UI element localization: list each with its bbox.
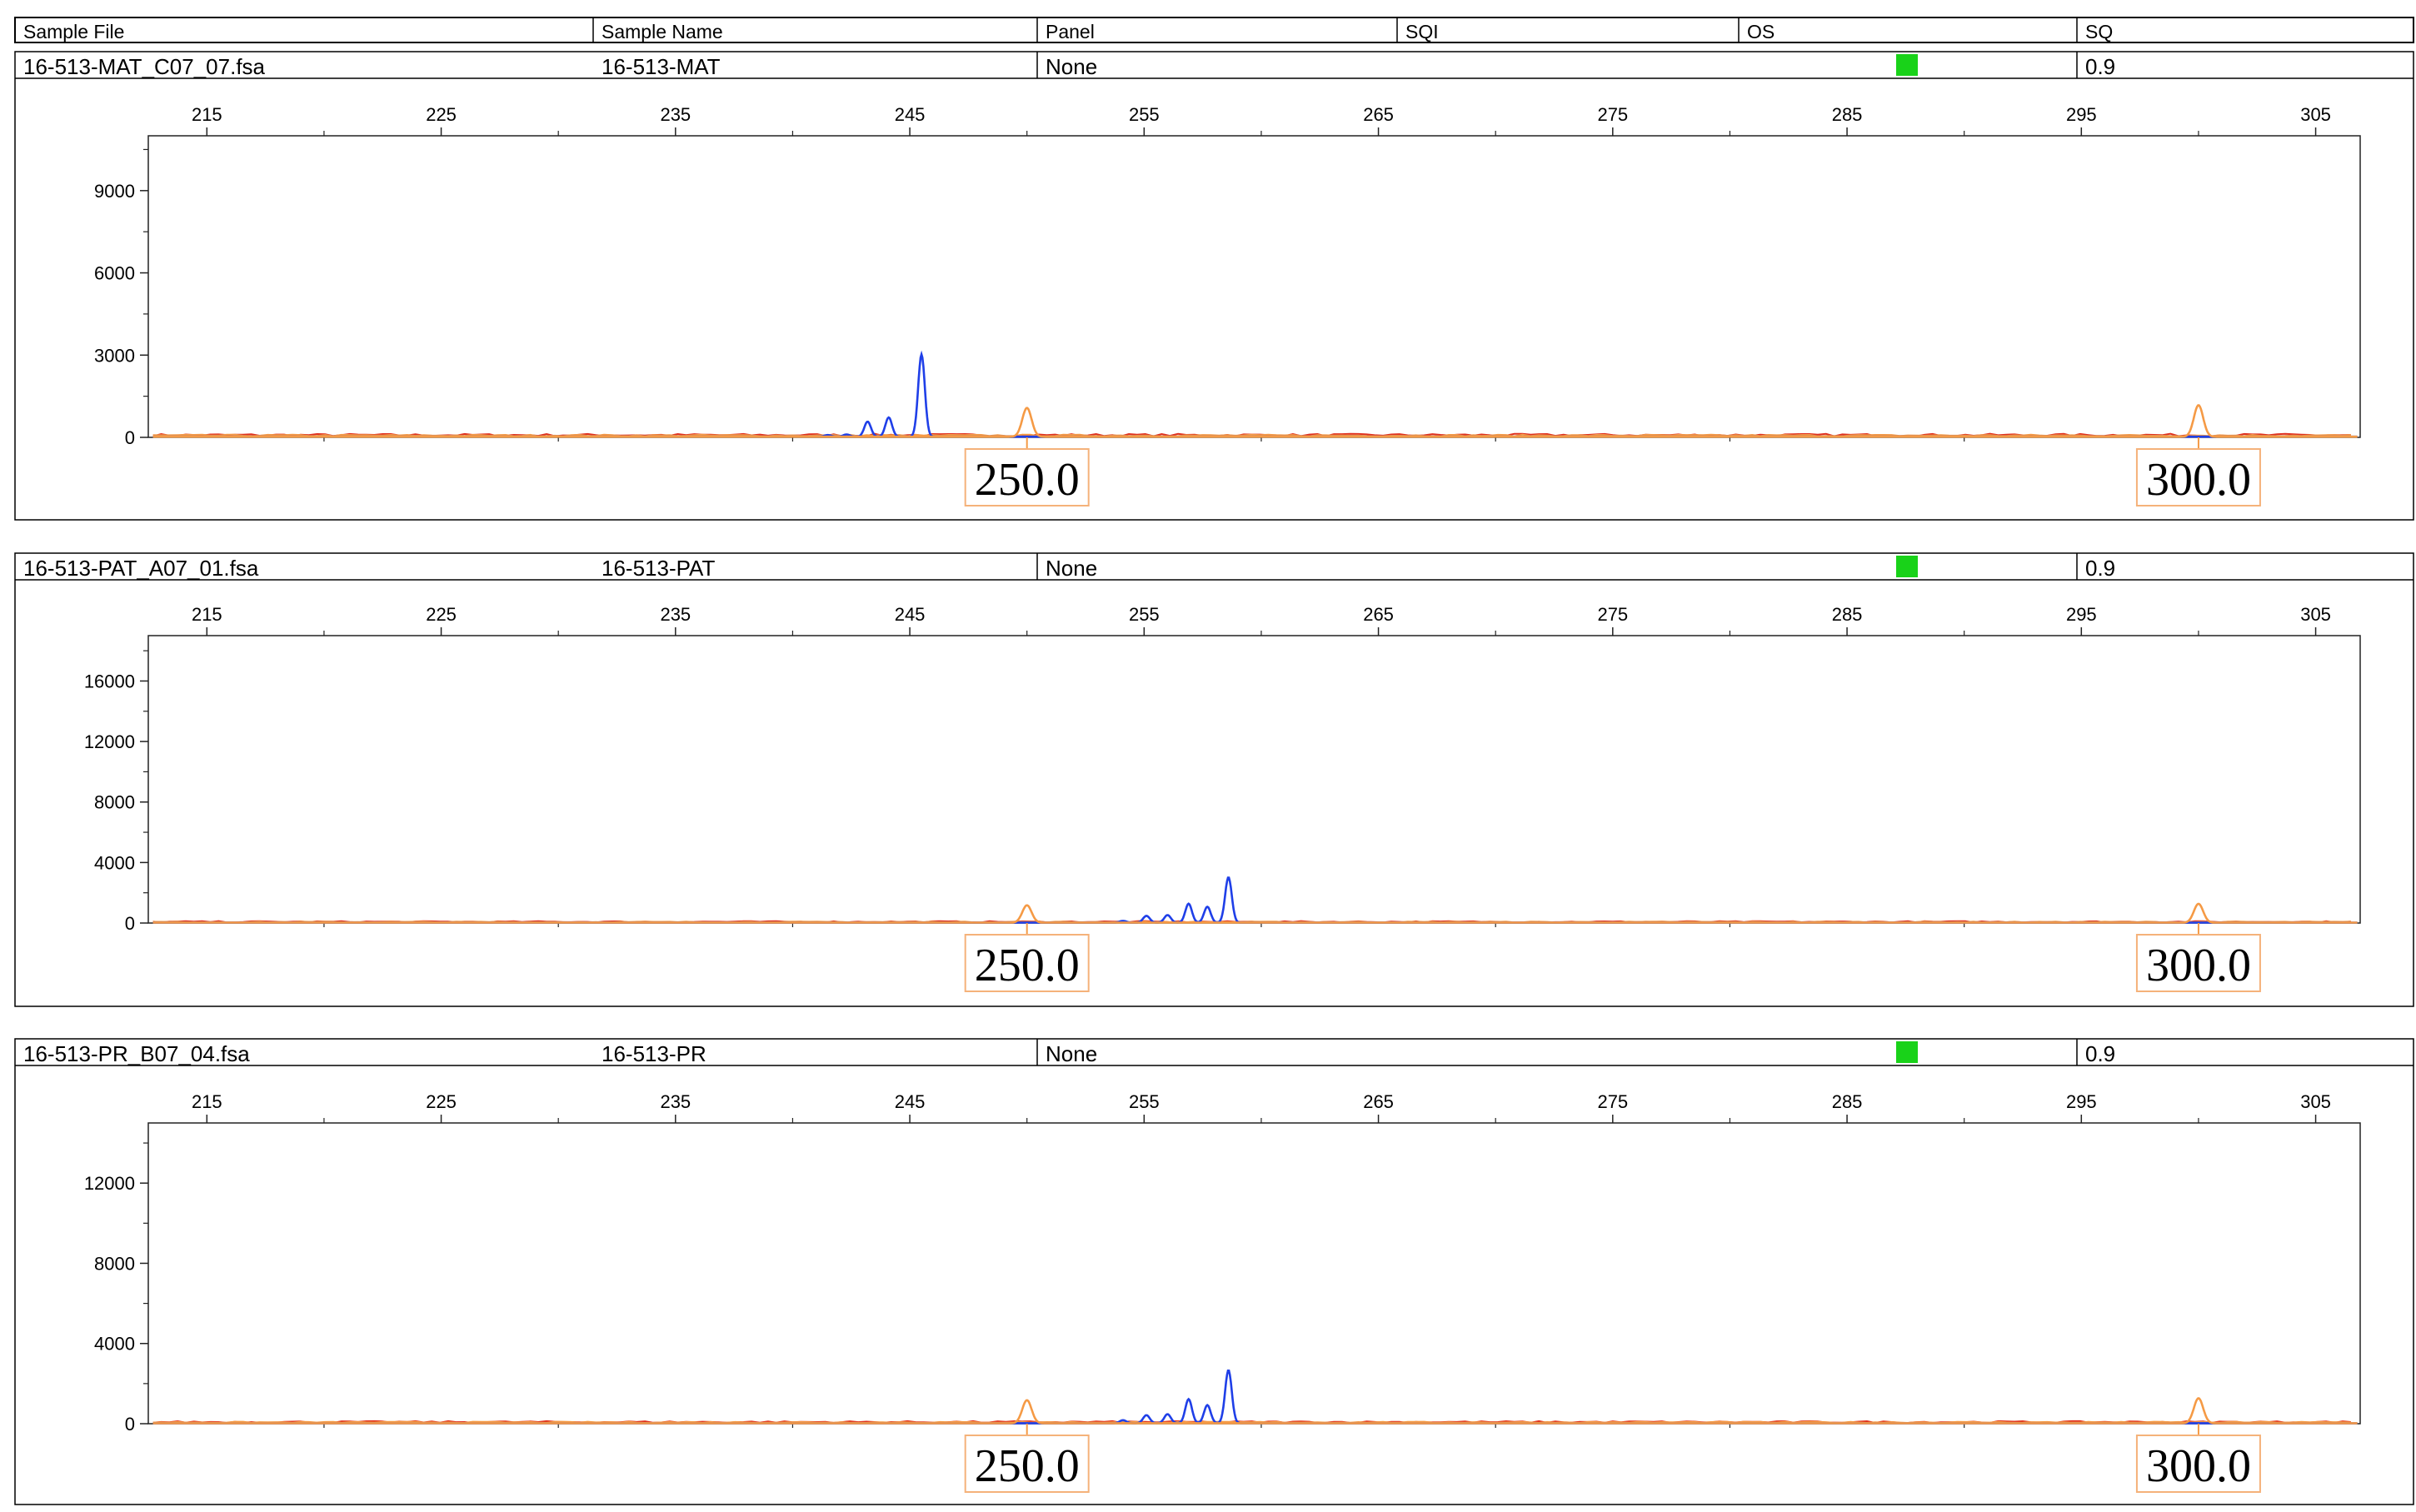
- x-tick-label: 285: [1832, 1091, 1863, 1112]
- sample-file-name: 16-513-MAT_C07_07.fsa: [23, 54, 266, 79]
- plot-area: [147, 635, 2361, 924]
- x-tick-label: 305: [2300, 604, 2331, 625]
- y-tick-label: 6000: [94, 263, 135, 284]
- x-tick-label: 275: [1597, 1091, 1628, 1112]
- y-tick-label: 9000: [94, 181, 135, 202]
- y-tick-label: 12000: [84, 731, 135, 752]
- size-label: 300.0: [2146, 940, 2251, 991]
- x-tick-label: 265: [1363, 1091, 1394, 1112]
- sample-name: 16-513-MAT: [602, 54, 721, 79]
- panel-frame: [14, 51, 2414, 521]
- x-tick-label: 245: [895, 1091, 926, 1112]
- x-tick-label: 215: [192, 604, 222, 625]
- x-tick-label: 295: [2066, 104, 2097, 125]
- x-tick-label: 275: [1597, 104, 1628, 125]
- x-tick-label: 225: [426, 604, 457, 625]
- plot-area: [147, 135, 2361, 438]
- x-tick-label: 285: [1832, 104, 1863, 125]
- x-tick-label: 305: [2300, 104, 2331, 125]
- column-header-sample-file[interactable]: Sample File: [23, 21, 124, 42]
- y-tick-label: 12000: [84, 1173, 135, 1194]
- x-tick-label: 235: [660, 1091, 691, 1112]
- x-tick-label: 225: [426, 1091, 457, 1112]
- x-tick-label: 305: [2300, 1091, 2331, 1112]
- size-label: 250.0: [975, 1440, 1080, 1492]
- x-tick-label: 245: [895, 604, 926, 625]
- x-tick-label: 255: [1129, 604, 1160, 625]
- x-tick-label: 295: [2066, 1091, 2097, 1112]
- sample-panels: 16-513-MAT_C07_07.fsa 16-513-MAT None 0.9 21…: [14, 51, 2414, 1505]
- size-label: 300.0: [2146, 454, 2251, 506]
- size-label-box: [964, 1435, 1090, 1493]
- sample-file-name: 16-513-PR_B07_04.fsa: [23, 1041, 250, 1066]
- panel-frame: [14, 1038, 2414, 1505]
- column-header-panel[interactable]: Panel: [1046, 21, 1095, 42]
- column-header-sample-name[interactable]: Sample Name: [602, 21, 723, 42]
- size-label-box: [964, 934, 1090, 992]
- quality-flag-icon: [1896, 54, 1918, 76]
- panel-frame: [14, 552, 2414, 1007]
- x-tick-label: 235: [660, 604, 691, 625]
- orange-dye-trace: [152, 1397, 2358, 1425]
- sample-name: 16-513-PR: [602, 1041, 706, 1066]
- column-header-sqi[interactable]: SQI: [1405, 21, 1439, 42]
- size-label-box: [2135, 448, 2261, 506]
- column-header-sq[interactable]: SQ: [2085, 21, 2113, 42]
- quality-flag-icon: [1896, 556, 1918, 577]
- x-tick-label: 255: [1129, 104, 1160, 125]
- x-tick-label: 255: [1129, 1091, 1160, 1112]
- size-label-box: [964, 448, 1090, 506]
- y-tick-label: 0: [125, 1414, 135, 1435]
- y-tick-label: 8000: [94, 1253, 135, 1274]
- sq-value: 0.9: [2085, 1041, 2115, 1066]
- size-label-box: [2135, 934, 2261, 992]
- plot-area: [147, 1122, 2361, 1425]
- x-tick-label: 265: [1363, 104, 1394, 125]
- sample-file-name: 16-513-PAT_A07_01.fsa: [23, 556, 259, 581]
- column-header-frame: [14, 17, 2414, 43]
- y-tick-label: 0: [125, 427, 135, 448]
- size-label: 250.0: [975, 454, 1080, 506]
- sq-value: 0.9: [2085, 556, 2115, 581]
- panel-value: None: [1046, 556, 1097, 581]
- y-tick-label: 0: [125, 913, 135, 934]
- blue-dye-trace: [152, 350, 2358, 438]
- y-tick-label: 16000: [84, 671, 135, 691]
- sample-panel: 16-513-MAT_C07_07.fsa 16-513-MAT None 0.9 21…: [14, 51, 2414, 521]
- y-tick-label: 8000: [94, 792, 135, 813]
- x-tick-label: 235: [660, 104, 691, 125]
- x-tick-label: 215: [192, 104, 222, 125]
- x-tick-label: 295: [2066, 604, 2097, 625]
- x-tick-label: 225: [426, 104, 457, 125]
- size-label: 250.0: [975, 940, 1080, 991]
- x-tick-label: 275: [1597, 604, 1628, 625]
- sq-value: 0.9: [2085, 54, 2115, 79]
- x-tick-label: 285: [1832, 604, 1863, 625]
- x-tick-label: 265: [1363, 604, 1394, 625]
- orange-dye-trace: [152, 902, 2358, 924]
- y-tick-label: 3000: [94, 345, 135, 366]
- blue-dye-trace: [152, 876, 2358, 924]
- panel-value: None: [1046, 1041, 1097, 1066]
- sample-panel: 16-513-PR_B07_04.fsa 16-513-PR None 0.9 215 2…: [14, 1038, 2414, 1505]
- y-tick-label: 4000: [94, 1334, 135, 1355]
- size-label-box: [2135, 1435, 2261, 1493]
- size-label: 300.0: [2146, 1440, 2251, 1492]
- sample-panel: 16-513-PAT_A07_01.fsa 16-513-PAT None 0.9 21…: [14, 552, 2414, 1007]
- y-tick-label: 4000: [94, 852, 135, 873]
- column-header-os[interactable]: OS: [1747, 21, 1775, 42]
- quality-flag-icon: [1896, 1041, 1918, 1063]
- x-tick-label: 245: [895, 104, 926, 125]
- x-tick-label: 215: [192, 1091, 222, 1112]
- orange-dye-trace: [152, 404, 2358, 438]
- column-header-row: Sample File Sample Name Panel SQI OS SQ: [14, 17, 2414, 43]
- sample-name: 16-513-PAT: [602, 556, 715, 581]
- panel-value: None: [1046, 54, 1097, 79]
- blue-dye-trace: [152, 1370, 2358, 1425]
